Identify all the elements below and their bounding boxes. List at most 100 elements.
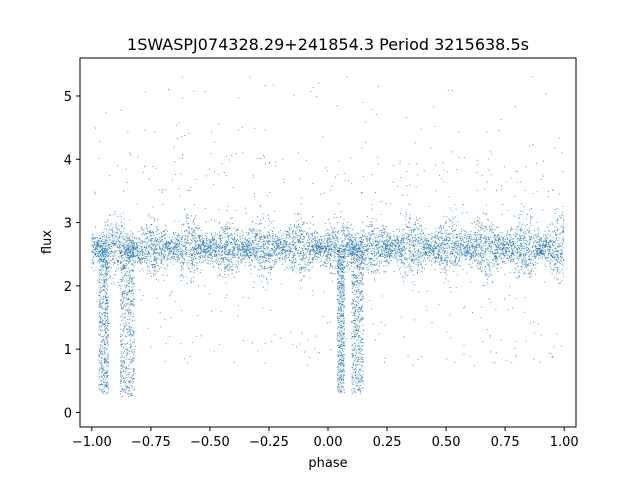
- data-point: [401, 194, 404, 196]
- data-point: [353, 259, 356, 262]
- data-point: [370, 271, 372, 273]
- data-point: [417, 271, 419, 273]
- data-point: [108, 246, 110, 248]
- data-point: [441, 263, 443, 265]
- data-point: [370, 308, 373, 310]
- data-point: [154, 247, 156, 249]
- data-point: [424, 254, 426, 257]
- data-point: [529, 250, 531, 252]
- data-point: [139, 255, 141, 257]
- data-point: [408, 264, 410, 266]
- data-point: [150, 244, 152, 246]
- data-point: [321, 235, 323, 238]
- data-point: [333, 216, 335, 218]
- data-point: [551, 356, 553, 358]
- data-point: [196, 267, 198, 269]
- data-point: [471, 254, 473, 256]
- data-point: [114, 239, 116, 241]
- data-point: [169, 237, 171, 239]
- data-point: [522, 261, 524, 263]
- data-point: [489, 229, 491, 231]
- data-point: [535, 264, 537, 266]
- data-point: [492, 361, 494, 363]
- data-point: [426, 246, 428, 248]
- data-point: [381, 234, 383, 236]
- data-point: [181, 241, 183, 243]
- data-point: [146, 247, 148, 249]
- data-point: [504, 245, 506, 247]
- data-point: [142, 229, 144, 231]
- data-point: [95, 254, 97, 256]
- data-point: [530, 270, 532, 272]
- data-point: [307, 269, 309, 271]
- data-point: [239, 244, 241, 246]
- data-point: [255, 232, 257, 235]
- data-point: [328, 246, 330, 248]
- data-point: [115, 226, 117, 228]
- data-point: [475, 231, 477, 234]
- data-point: [433, 257, 435, 259]
- data-point: [376, 257, 378, 259]
- data-point: [323, 240, 325, 242]
- data-point: [252, 247, 254, 249]
- data-point: [233, 227, 235, 230]
- data-point: [374, 339, 376, 341]
- data-point: [374, 278, 376, 280]
- data-point: [463, 248, 465, 250]
- data-point: [223, 228, 225, 230]
- data-point: [243, 255, 245, 257]
- data-point: [194, 257, 197, 259]
- data-point: [265, 243, 267, 245]
- data-point: [240, 261, 242, 264]
- data-point: [527, 246, 529, 248]
- data-point: [416, 272, 419, 275]
- data-point: [451, 232, 453, 235]
- data-point: [157, 241, 159, 243]
- data-point: [490, 262, 492, 264]
- data-point: [328, 254, 330, 256]
- data-point: [444, 256, 446, 258]
- data-point: [118, 248, 120, 250]
- data-point: [138, 237, 140, 239]
- data-point: [556, 226, 558, 228]
- data-point: [295, 267, 297, 269]
- data-point: [267, 243, 269, 245]
- data-point: [470, 257, 473, 260]
- data-point: [241, 230, 243, 232]
- data-point: [403, 229, 405, 231]
- data-point: [329, 272, 331, 274]
- data-point: [479, 227, 482, 229]
- data-point: [171, 256, 173, 258]
- data-point: [407, 235, 409, 237]
- data-point: [206, 255, 208, 257]
- data-point: [347, 227, 349, 229]
- data-point: [382, 237, 384, 239]
- data-point: [366, 257, 368, 259]
- data-point: [237, 228, 239, 230]
- data-point: [431, 251, 433, 253]
- data-point: [171, 290, 173, 292]
- data-point: [237, 257, 239, 259]
- data-point: [545, 251, 547, 253]
- data-point: [226, 264, 228, 266]
- data-point: [114, 262, 116, 264]
- data-point: [411, 289, 414, 292]
- data-point: [297, 226, 299, 228]
- data-point: [442, 243, 444, 245]
- data-point: [367, 247, 369, 249]
- data-point: [414, 248, 416, 250]
- data-point: [94, 191, 96, 193]
- data-point: [505, 248, 507, 250]
- data-point: [362, 221, 364, 223]
- data-point: [487, 277, 489, 279]
- data-point: [461, 236, 463, 238]
- data-point: [426, 242, 428, 245]
- data-point: [369, 237, 371, 239]
- data-point: [261, 236, 264, 238]
- data-point: [386, 233, 388, 235]
- data-point: [406, 239, 408, 241]
- data-point: [535, 245, 537, 247]
- data-point: [337, 239, 339, 241]
- data-point: [357, 232, 359, 234]
- data-point: [517, 237, 520, 239]
